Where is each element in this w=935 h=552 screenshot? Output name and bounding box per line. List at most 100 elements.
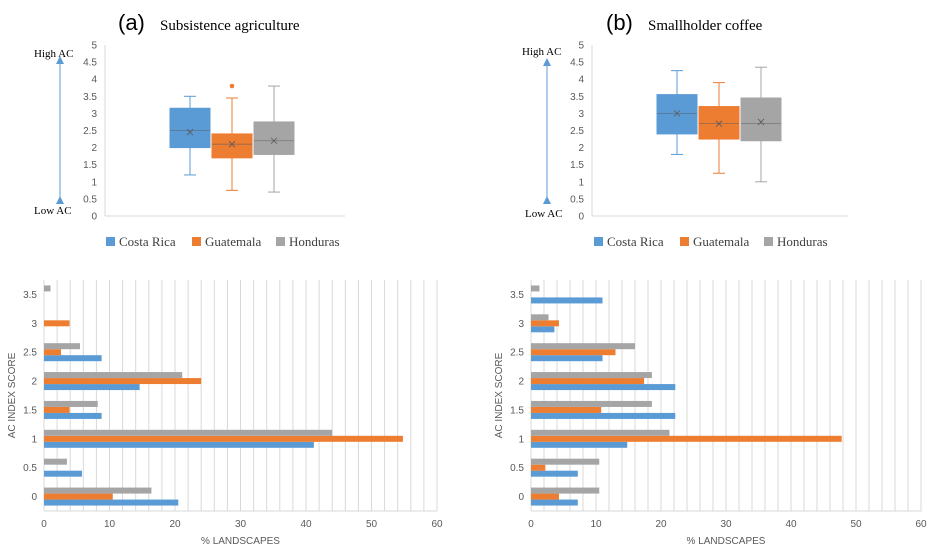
bar-guatemala	[44, 320, 70, 327]
legend-swatch	[594, 237, 603, 246]
bar-costa-rica	[44, 412, 102, 419]
bar-costa-rica	[531, 384, 676, 391]
y-axis-title: AC INDEX SCORE	[494, 352, 505, 438]
y-tick-label: 3	[578, 109, 584, 120]
x-axis-title: % LANDSCAPES	[687, 536, 766, 547]
legend-label: Guatemala	[693, 234, 750, 249]
bar-honduras	[531, 487, 600, 494]
box-guatemala	[698, 82, 740, 174]
bar-honduras	[44, 458, 67, 465]
bar-guatemala	[531, 406, 602, 413]
bar-honduras	[531, 343, 635, 350]
y-tick-label: 3	[518, 319, 524, 330]
box-guatemala	[211, 83, 253, 191]
bar-honduras	[531, 285, 540, 292]
bar-costa-rica	[44, 499, 179, 506]
mean-marker	[715, 120, 723, 127]
y-tick-label: 0.5	[23, 463, 37, 474]
x-tick-label: 50	[850, 519, 862, 530]
bar-guatemala	[531, 435, 842, 442]
x-tick-label: 40	[785, 519, 797, 530]
outlier-point	[229, 83, 235, 89]
legend: Costa Rica Guatemala Honduras	[106, 234, 340, 249]
bar-costa-rica	[44, 470, 82, 477]
y-tick-label: 1	[91, 177, 97, 188]
box-iqr	[698, 106, 740, 140]
bar-guatemala	[44, 435, 403, 442]
legend-label: Honduras	[777, 234, 828, 249]
y-tick-label: 1	[578, 177, 584, 188]
y-tick-label: 1.5	[83, 160, 97, 171]
panel-b-low-ac: Low AC	[525, 208, 563, 220]
x-tick-label: 0	[528, 519, 534, 530]
bar-honduras	[44, 487, 152, 494]
y-tick-label: 3.5	[510, 290, 524, 301]
x-tick-label: 60	[915, 519, 927, 530]
bar-costa-rica	[531, 326, 555, 333]
panel-b-title: Smallholder coffee	[648, 18, 763, 34]
legend-label: Costa Rica	[119, 234, 176, 249]
y-tick-label: 4	[91, 75, 97, 86]
y-tick-label: 1.5	[570, 160, 584, 171]
bar-guatemala	[44, 493, 113, 500]
y-tick-label: 5	[578, 41, 584, 52]
x-tick-label: 10	[104, 519, 116, 530]
bar-guatemala	[44, 406, 70, 413]
box-costa-rica	[169, 95, 211, 176]
y-tick-label: 2.5	[510, 348, 524, 359]
y-tick-label: 0	[91, 212, 97, 223]
x-tick-label: 20	[169, 519, 181, 530]
box-iqr	[169, 107, 211, 149]
mean-marker	[757, 118, 765, 126]
bar-guatemala	[531, 320, 559, 327]
bar-honduras	[44, 429, 333, 436]
legend-label: Honduras	[289, 234, 340, 249]
y-axis-title: AC INDEX SCORE	[7, 352, 18, 438]
legend-swatch	[192, 237, 201, 246]
bar-honduras	[531, 400, 652, 407]
bar-honduras	[531, 314, 549, 321]
bar-costa-rica	[531, 355, 603, 362]
panel-d-barchart: 0 10 20 30 40 50 60 0 0.5 1 1.5 2 2.5 3 3.5 % LANDSCAPE…	[494, 280, 927, 547]
x-tick-label: 60	[431, 519, 443, 530]
y-tick-label: 0	[31, 492, 37, 503]
legend-swatch	[276, 237, 285, 246]
y-tick-label: 1	[31, 434, 37, 445]
y-tick-label: 1	[518, 434, 524, 445]
y-tick-label: 0.5	[510, 463, 524, 474]
mean-marker	[228, 140, 236, 148]
box-honduras	[253, 85, 295, 193]
box-iqr	[740, 97, 782, 142]
y-tick-label: 4	[578, 75, 584, 86]
box-iqr	[253, 121, 295, 155]
bar-guatemala	[531, 378, 645, 385]
mean-marker	[186, 128, 194, 136]
y-tick-label: 2.5	[570, 126, 584, 137]
panel-b-label: (b)	[606, 10, 633, 35]
legend-label: Guatemala	[205, 234, 262, 249]
box-iqr	[656, 94, 698, 135]
box-costa-rica	[656, 70, 698, 155]
bar-honduras	[531, 458, 600, 465]
bar-costa-rica	[531, 412, 676, 419]
y-tick-label: 2	[578, 143, 584, 154]
bar-honduras	[44, 285, 51, 292]
bar-costa-rica	[531, 297, 603, 304]
y-tick-label: 1.5	[23, 405, 37, 416]
panel-c-barchart: 0 10 20 30 40 50 60 0 0.5 1 1.5 2 2.5 3 3.5 % LANDSCAPE…	[7, 280, 443, 547]
y-tick-label: 0	[518, 492, 524, 503]
x-tick-label: 10	[590, 519, 602, 530]
bar-guatemala	[531, 349, 616, 356]
y-tick-label: 2.5	[23, 348, 37, 359]
y-tick-label: 3.5	[570, 92, 584, 103]
y-tick-label: 1.5	[510, 405, 524, 416]
legend-swatch	[764, 237, 773, 246]
box-honduras	[740, 66, 782, 183]
bar-honduras	[531, 372, 652, 379]
y-tick-label: 3.5	[23, 290, 37, 301]
x-tick-label: 20	[655, 519, 667, 530]
bar-guatemala	[531, 493, 559, 500]
bar-honduras	[44, 400, 98, 407]
y-tick-label: 5	[91, 41, 97, 52]
